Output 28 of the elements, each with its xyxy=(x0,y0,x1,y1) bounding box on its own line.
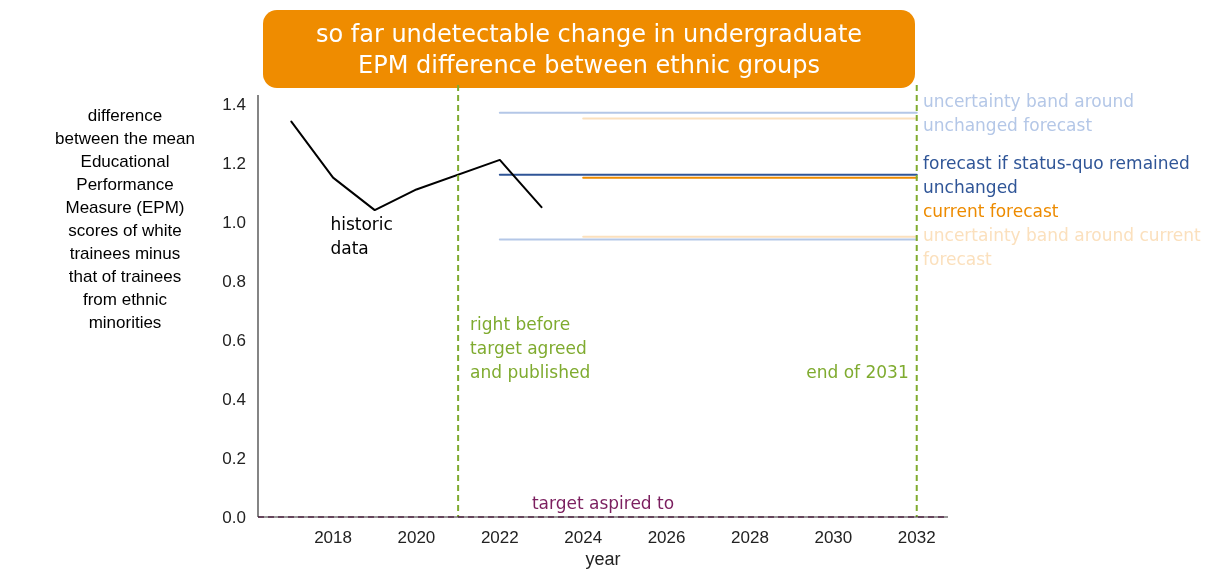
x-tick-label: 2018 xyxy=(314,528,352,547)
line-series xyxy=(290,120,543,212)
ref-line-label: right before target agreed and published xyxy=(470,313,591,382)
y-tick-label: 0.8 xyxy=(222,271,246,291)
y-tick-label: 0.2 xyxy=(222,448,246,468)
x-tick-label: 2030 xyxy=(814,528,853,547)
annotation: historic data xyxy=(330,214,393,259)
x-tick-label: 2032 xyxy=(897,528,936,547)
y-tick-label: 0.6 xyxy=(222,330,246,350)
x-tick-label: 2028 xyxy=(731,528,769,547)
ref-line-label: end of 2031 xyxy=(806,361,909,382)
x-axis-title: year xyxy=(585,549,621,569)
x-tick-label: 2026 xyxy=(647,528,686,547)
x-tick-label: 2022 xyxy=(480,528,519,547)
series-label: uncertainty band around current forecast xyxy=(923,224,1202,269)
chart-title: so far undetectable change in undergraduate EPM difference between ethnic groups xyxy=(315,20,863,79)
series-label: forecast if status-quo remained unchanged xyxy=(923,152,1190,197)
text: difference between the mean Educational Performance Measure (EPM) scores of white trainees minus that of trainees from ethnic minorities xyxy=(55,106,195,332)
y-tick-label: 0.0 xyxy=(222,508,246,527)
x-tick-label: 2020 xyxy=(397,528,436,547)
ref-line-label: target aspired to xyxy=(531,493,675,513)
series-label: current forecast xyxy=(923,200,1059,221)
y-tick-label: 1.4 xyxy=(222,94,246,114)
y-tick-label: 1.0 xyxy=(222,212,246,232)
y-tick-label: 1.2 xyxy=(222,153,246,173)
y-tick-label: 0.4 xyxy=(222,389,246,409)
series-label: uncertainty band around unchanged forecast xyxy=(923,90,1135,135)
x-tick-label: 2024 xyxy=(564,528,603,547)
